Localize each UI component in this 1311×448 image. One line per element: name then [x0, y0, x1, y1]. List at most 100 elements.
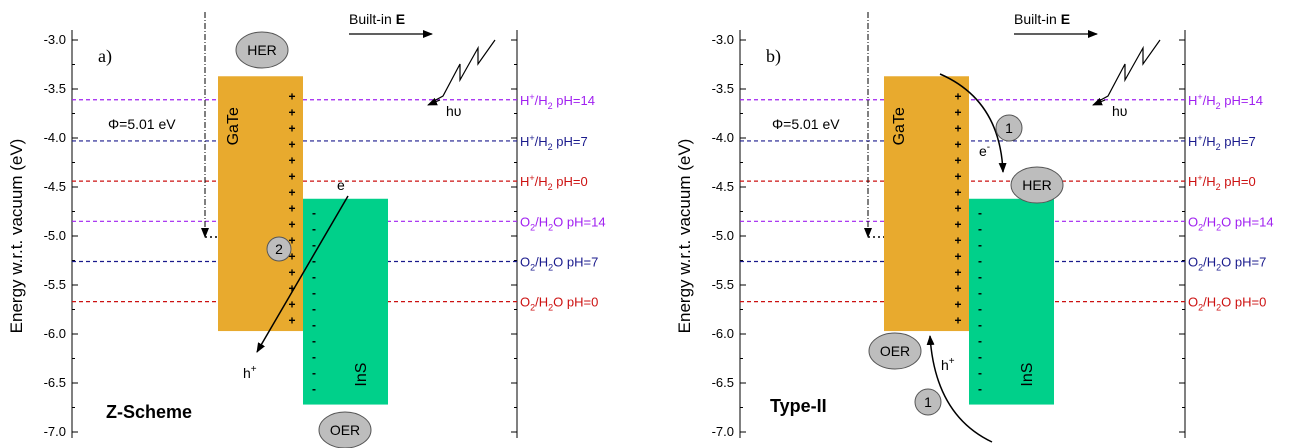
negative-charges: - - - - - - - - - - - -: [978, 206, 982, 396]
plus-charge: +: [288, 233, 295, 247]
photon-wave: [1096, 39, 1161, 103]
plus-charge: +: [954, 185, 961, 199]
plus-charge: +: [288, 153, 295, 167]
plus-charge: +: [288, 217, 295, 231]
y-tick-label: -3.0: [44, 32, 66, 47]
builtin-label: Built-in E: [349, 11, 405, 27]
photon-arrow: [1092, 97, 1106, 106]
photon-arrow: [427, 97, 441, 106]
y-tick-label: -4.5: [44, 179, 66, 194]
plus-charge: +: [954, 169, 961, 183]
minus-charge: -: [978, 270, 982, 284]
her-label: HER: [247, 42, 277, 58]
redox-label: H+/H2 pH=14: [520, 92, 595, 111]
plus-charge: +: [954, 153, 961, 167]
minus-charge: -: [978, 366, 982, 380]
plus-charge: +: [288, 313, 295, 327]
minus-charge: -: [978, 254, 982, 268]
minus-charge: -: [312, 318, 316, 332]
minus-charge: -: [978, 334, 982, 348]
recombination-arrow: [256, 195, 349, 353]
y-tick-label: -4.0: [44, 130, 66, 145]
builtin-label: Built-in E: [1014, 11, 1070, 27]
plus-charge: +: [954, 105, 961, 119]
redox-label: O2/H2O pH=7: [520, 254, 598, 272]
y-tick-label: -3.0: [712, 32, 734, 47]
step-marker-2-label: 2: [275, 241, 283, 257]
band-label-ins: InS: [1019, 363, 1036, 387]
plus-charge: +: [954, 201, 961, 215]
redox-levels: H+/H2 pH=14 H+/H2 pH=7 H+/H2 pH=0 O2/H2O pH…: [72, 92, 606, 313]
oer-ellipse: [318, 411, 372, 448]
y-tick-label: -4.5: [712, 179, 734, 194]
y-tick-label: -5.0: [712, 228, 734, 243]
y-tick-label: -4.0: [712, 130, 734, 145]
plus-charge: +: [288, 201, 295, 215]
plus-charge: +: [954, 281, 961, 295]
electron-transfer-arrow: [939, 73, 1007, 173]
hole-label: h+: [941, 356, 955, 373]
minus-charge: -: [312, 286, 316, 300]
redox-label: H+/H2 pH=0: [1188, 173, 1256, 192]
step-marker-2: [266, 236, 292, 262]
y-axis-title: Energy w.r.t. vacuum (eV): [675, 139, 694, 334]
band-ins: [303, 198, 388, 405]
y-tick-label: -6.5: [712, 375, 734, 390]
positive-charges: + + + + + + + + + + + + + + +: [954, 89, 961, 327]
y-axis-title: Energy w.r.t. vacuum (eV): [7, 139, 26, 334]
redox-levels: H+/H2 pH=14 H+/H2 pH=7 H+/H2 pH=0 O2/H2O pH…: [740, 92, 1274, 313]
electron-label: e-: [337, 176, 348, 193]
oer-label: OER: [880, 343, 910, 359]
work-function-label: Φ=5.01 eV: [108, 116, 176, 132]
redox-label: O2/H2O pH=0: [520, 295, 598, 313]
plus-charge: +: [288, 169, 295, 183]
minus-charge: -: [312, 302, 316, 316]
plus-charge: +: [954, 265, 961, 279]
her-label: HER: [1022, 177, 1052, 193]
electron-label: e-: [979, 142, 990, 159]
y-tick-label: -5.0: [44, 228, 66, 243]
minus-charge: -: [978, 302, 982, 316]
plus-charge: +: [954, 89, 961, 103]
scheme-label: Type-II: [770, 396, 827, 416]
oer-label: OER: [330, 422, 360, 438]
y-tick-label: -7.0: [44, 424, 66, 439]
minus-charge: -: [312, 222, 316, 236]
material-bands: GaTe InS: [218, 76, 388, 405]
y-tick-label: -6.0: [712, 326, 734, 341]
y-tick-label: -3.5: [712, 81, 734, 96]
step-marker-1-top: [995, 114, 1023, 142]
her-ellipse: [1010, 166, 1064, 204]
band-gate: [884, 76, 969, 332]
material-bands: GaTe InS: [884, 76, 1054, 405]
redox-label: H+/H2 pH=7: [520, 133, 588, 152]
y-axis-ticks: -3.0 -3.5 -4.0 -4.5 -5.0 -5.5 -6.0 -6.5 -7.0: [712, 30, 1186, 439]
hole-label: h+: [243, 364, 257, 381]
oer-ellipse: [868, 332, 922, 370]
redox-label: O2/H2O pH=7: [1188, 254, 1266, 272]
band-ins: [969, 198, 1054, 405]
panel-label: a): [98, 46, 112, 67]
plus-charge: +: [288, 265, 295, 279]
minus-charge: -: [978, 206, 982, 220]
plus-charge: +: [288, 89, 295, 103]
minus-charge: -: [312, 350, 316, 364]
minus-charge: -: [312, 206, 316, 220]
plus-charge: +: [954, 313, 961, 327]
panel-b-type-ii: Energy w.r.t. vacuum (eV) -3.0 -3.5 -4.0 -4…: [675, 11, 1274, 443]
photon-label: hυ: [1112, 103, 1127, 119]
minus-charge: -: [312, 334, 316, 348]
minus-charge: -: [978, 238, 982, 252]
step-marker-1-top-label: 1: [1005, 120, 1013, 136]
plus-charge: +: [288, 249, 295, 263]
redox-label: O2/H2O pH=0: [1188, 295, 1266, 313]
band-label-ins: InS: [353, 363, 370, 387]
minus-charge: -: [978, 286, 982, 300]
panel-a-z-scheme: Energy w.r.t. vacuum (eV) -3.0 -3.5 -4.0 -4…: [7, 11, 606, 448]
plus-charge: +: [954, 233, 961, 247]
band-gate: [218, 76, 303, 332]
her-ellipse: [235, 31, 289, 69]
negative-charges: - - - - - - - - - - - -: [312, 206, 316, 396]
band-label-gate: GaTe: [225, 107, 242, 145]
